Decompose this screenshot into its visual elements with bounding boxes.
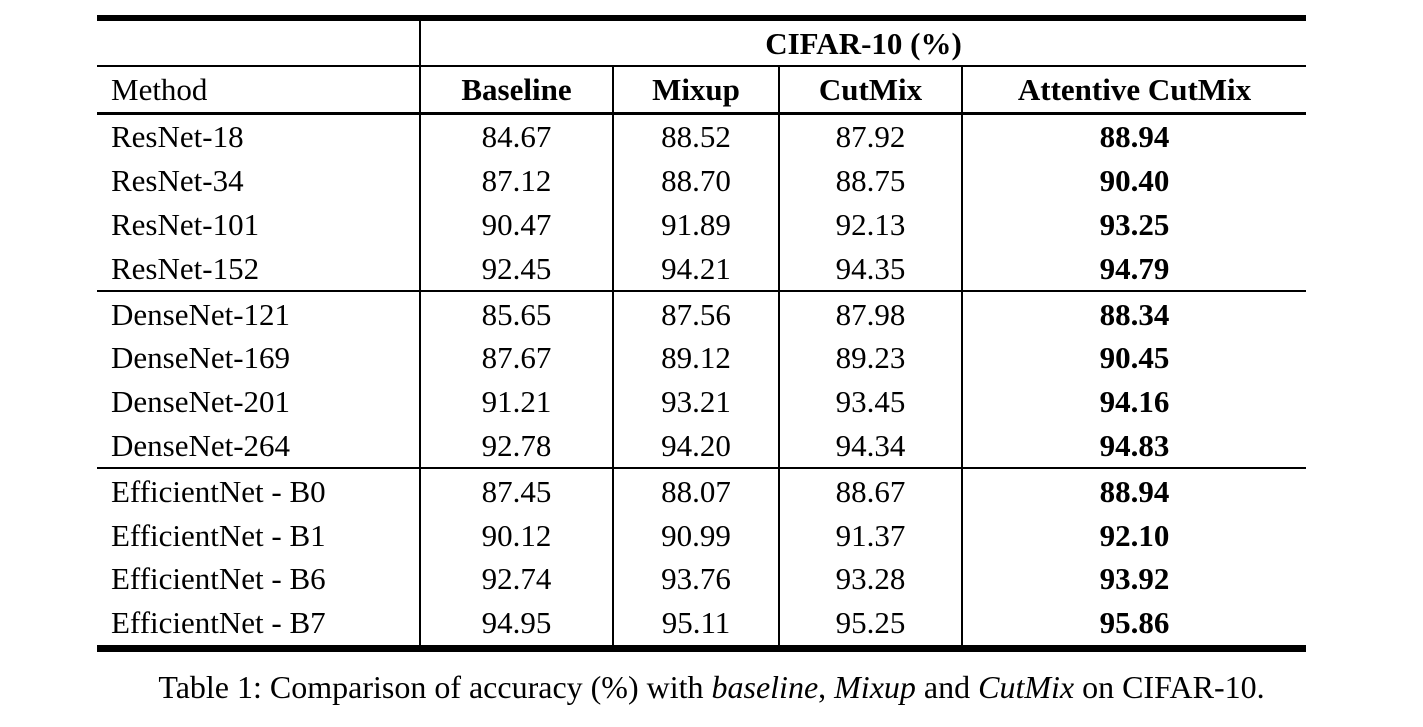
cutmix-value: 92.13 <box>779 202 963 247</box>
baseline-value: 92.78 <box>420 423 614 469</box>
method-cell: DenseNet-121 <box>97 290 421 336</box>
baseline-value: 84.67 <box>420 113 614 159</box>
baseline-value: 92.74 <box>420 556 614 601</box>
table-row: DenseNet-169 87.67 89.12 89.23 90.45 <box>97 335 1306 380</box>
attentive-cutmix-value: 95.86 <box>1099 605 1170 641</box>
cutmix-value: 94.34 <box>779 423 963 469</box>
baseline-value: 87.12 <box>420 158 614 203</box>
caption-part: and <box>915 669 979 705</box>
caption-part: on CIFAR-10. <box>1074 669 1265 705</box>
mixup-value: 94.21 <box>613 246 780 292</box>
attentive-cutmix-value: 88.94 <box>962 467 1307 514</box>
col-header-attentive-cutmix: Attentive CutMix <box>962 66 1307 115</box>
table-row: ResNet-152 92.45 94.21 94.35 94.79 <box>97 246 1306 292</box>
cutmix-value: 87.92 <box>779 113 963 159</box>
attentive-cutmix-value: 88.94 <box>1099 119 1170 155</box>
baseline-value: 90.47 <box>420 202 614 247</box>
caption-part: Table 1: Comparison of accuracy (%) with <box>158 669 712 705</box>
table-row: EfficientNet - B1 90.12 90.99 91.37 92.1… <box>97 513 1306 557</box>
method-cell: DenseNet-169 <box>97 335 421 380</box>
baseline-value: 87.45 <box>420 467 614 514</box>
cutmix-value: 93.45 <box>779 379 963 424</box>
mixup-value: 94.20 <box>613 423 780 469</box>
dataset-header: CIFAR-10 (%) <box>420 18 1307 67</box>
attentive-cutmix-value: 93.25 <box>1099 206 1170 242</box>
table-row: EfficientNet - B6 92.74 93.76 93.28 93.9… <box>97 556 1306 601</box>
cutmix-value: 87.98 <box>779 290 963 336</box>
attentive-cutmix-value: 94.83 <box>1099 427 1170 463</box>
table-row: DenseNet-264 92.78 94.20 94.34 94.83 <box>97 423 1306 469</box>
baseline-value: 85.65 <box>420 290 614 336</box>
col-header-baseline: Baseline <box>420 66 614 115</box>
baseline-value: 94.95 <box>420 600 614 649</box>
attentive-cutmix-value: 94.79 <box>1099 250 1170 286</box>
baseline-value: 91.21 <box>420 379 614 424</box>
results-table: CIFAR-10 (%) Method Baseline Mixup CutMi… <box>97 15 1307 652</box>
dataset-header-row: CIFAR-10 (%) <box>97 18 1307 67</box>
table-row: DenseNet-201 91.21 93.21 93.45 94.16 <box>97 379 1306 424</box>
attentive-cutmix-value: 94.16 <box>1099 384 1170 420</box>
baseline-value: 92.45 <box>420 246 614 292</box>
cutmix-value: 89.23 <box>779 335 963 380</box>
table-caption: Table 1: Comparison of accuracy (%) with… <box>0 669 1423 706</box>
table-row: EfficientNet - B0 87.45 88.07 88.67 88.9… <box>97 467 1307 514</box>
col-header-mixup: Mixup <box>613 66 780 115</box>
cutmix-value: 88.75 <box>779 158 963 203</box>
baseline-value: 90.12 <box>420 513 614 557</box>
caption-part-italic: baseline <box>711 669 819 705</box>
caption-part: , <box>818 669 835 705</box>
col-header-cutmix: CutMix <box>779 66 963 115</box>
col-header-method: Method <box>97 66 421 115</box>
method-cell: ResNet-18 <box>97 113 421 159</box>
column-header-row: Method Baseline Mixup CutMix Attentive C… <box>97 66 1307 115</box>
attentive-cutmix-value: 92.10 <box>1099 517 1170 553</box>
mixup-value: 95.11 <box>613 600 780 649</box>
table-row: ResNet-101 90.47 91.89 92.13 93.25 <box>97 202 1306 247</box>
table-row: EfficientNet - B7 94.95 95.11 95.25 95.8… <box>97 600 1306 649</box>
method-cell: EfficientNet - B1 <box>97 513 421 557</box>
method-cell: EfficientNet - B0 <box>97 467 421 514</box>
attentive-cutmix-value: 88.34 <box>962 290 1307 336</box>
cutmix-value: 95.25 <box>779 600 963 649</box>
table-row: DenseNet-121 85.65 87.56 87.98 88.34 <box>97 290 1307 336</box>
mixup-value: 89.12 <box>613 335 780 380</box>
method-cell: ResNet-34 <box>97 158 421 203</box>
mixup-value: 88.70 <box>613 158 780 203</box>
method-cell: ResNet-101 <box>97 202 421 247</box>
table-row: ResNet-18 84.67 88.52 87.92 88.94 <box>97 113 1306 159</box>
caption-part-italic: CutMix <box>978 669 1075 705</box>
mixup-value: 91.89 <box>613 202 780 247</box>
method-cell: EfficientNet - B6 <box>97 556 421 601</box>
mixup-value: 88.52 <box>613 113 780 159</box>
table-row: ResNet-34 87.12 88.70 88.75 90.40 <box>97 158 1306 203</box>
attentive-cutmix-value: 90.45 <box>1099 340 1170 376</box>
mixup-value: 93.76 <box>613 556 780 601</box>
caption-part-italic: Mixup <box>834 669 916 705</box>
method-cell: ResNet-152 <box>97 246 421 292</box>
cutmix-value: 91.37 <box>779 513 963 557</box>
mixup-value: 88.07 <box>613 467 780 514</box>
baseline-value: 87.67 <box>420 335 614 380</box>
cutmix-value: 88.67 <box>779 467 963 514</box>
mixup-value: 90.99 <box>613 513 780 557</box>
cutmix-value: 94.35 <box>779 246 963 292</box>
method-cell: DenseNet-264 <box>97 423 421 469</box>
corner-cell <box>97 18 421 67</box>
method-cell: DenseNet-201 <box>97 379 421 424</box>
mixup-value: 87.56 <box>613 290 780 336</box>
method-cell: EfficientNet - B7 <box>97 600 421 649</box>
attentive-cutmix-value: 90.40 <box>1099 163 1170 199</box>
mixup-value: 93.21 <box>613 379 780 424</box>
cutmix-value: 93.28 <box>779 556 963 601</box>
attentive-cutmix-value: 93.92 <box>1099 561 1170 597</box>
